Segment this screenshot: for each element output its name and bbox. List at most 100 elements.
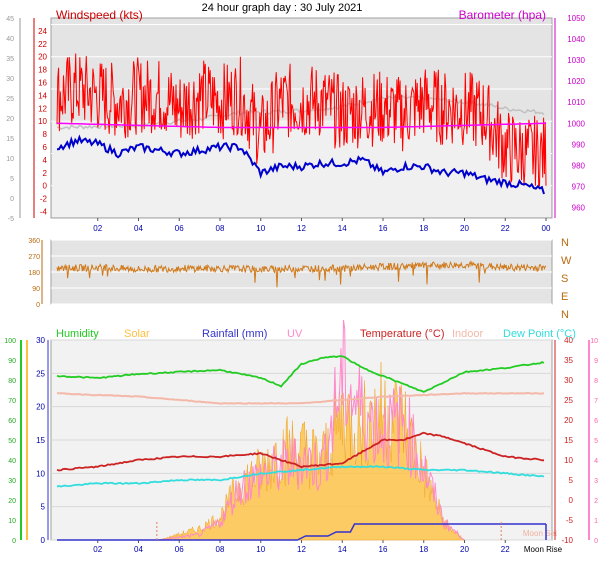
wind-x-tick-label: 00 [542, 224, 551, 233]
humidity-tick-label: 0 [12, 538, 16, 545]
temp-x-tick-label: 04 [134, 545, 143, 554]
temp-tick-label: -10 [561, 536, 573, 545]
compass-label: S [561, 273, 568, 285]
legend-rainfall: Rainfall (mm) [202, 328, 267, 340]
baro-tick-label: 960 [572, 203, 586, 212]
wind-tick-label: 2 [43, 169, 48, 178]
wind-x-tick-label: 16 [379, 224, 388, 233]
baro-tick-label: 1030 [567, 56, 585, 65]
temp-tick-label: 0 [569, 496, 574, 505]
temperature-line [56, 431, 544, 472]
wind-tick-label: 16 [38, 79, 47, 88]
wind-outer-tick-label: 45 [6, 16, 14, 23]
temp-x-tick-label: 22 [501, 545, 510, 554]
moon-set-label: Moon Set [523, 529, 558, 538]
temp-tick-label: 40 [564, 336, 573, 345]
legend-uv: UV [287, 328, 303, 340]
uv-tick-label: 6 [594, 418, 598, 425]
temp-tick-label: -5 [566, 516, 574, 525]
temp-x-tick-label: 16 [379, 545, 388, 554]
wind-outer-tick-label: 30 [6, 76, 14, 83]
rain-tick-label: 10 [36, 469, 45, 478]
humidity-tick-label: 90 [8, 358, 16, 365]
uv-tick-label: 7 [594, 398, 598, 405]
uv-line [158, 319, 465, 541]
wind-outer-tick-label: 20 [6, 116, 14, 123]
windspeed-label: Windspeed (kts) [56, 8, 143, 22]
uv-tick-label: 9 [594, 358, 598, 365]
wind-tick-label: 22 [38, 40, 47, 49]
rainfall-line [57, 523, 546, 541]
wind-x-tick-label: 08 [216, 224, 225, 233]
wind-outer-tick-label: 40 [6, 36, 14, 43]
rain-tick-label: 15 [36, 436, 45, 445]
temp-tick-label: 5 [569, 476, 574, 485]
compass-label: W [561, 255, 572, 267]
humidity-line [56, 355, 545, 393]
direction-tick-label: 270 [28, 254, 40, 261]
moon-rise-label: Moon Rise [524, 545, 563, 554]
direction-tick-label: 180 [28, 270, 40, 277]
temp-tick-label: 35 [564, 356, 573, 365]
wind-outer-tick-label: 5 [10, 176, 14, 183]
wind-outer-tick-label: 25 [6, 96, 14, 103]
direction-tick-label: 90 [32, 286, 40, 293]
wind-tick-label: 20 [38, 53, 47, 62]
baro-tick-label: 1010 [567, 98, 585, 107]
wind-outer-tick-label: 15 [6, 136, 14, 143]
uv-tick-label: 8 [594, 378, 598, 385]
humidity-tick-label: 80 [8, 378, 16, 385]
barometer-line [56, 122, 547, 129]
humidity-tick-label: 100 [4, 338, 16, 345]
temp-tick-label: 25 [564, 396, 573, 405]
wind-tick-label: 14 [38, 91, 47, 100]
baro-tick-label: 970 [572, 182, 586, 191]
uv-tick-label: 3 [594, 478, 598, 485]
uv-tick-label: 5 [594, 438, 598, 445]
temp-x-tick-label: 18 [419, 545, 428, 554]
wind-tick-label: 12 [38, 104, 47, 113]
temp-x-tick-label: 08 [216, 545, 225, 554]
direction-tick-label: 360 [28, 238, 40, 245]
humidity-tick-label: 60 [8, 418, 16, 425]
rain-tick-label: 25 [36, 369, 45, 378]
legend-solar: Solar [124, 328, 150, 340]
humidity-tick-label: 30 [8, 478, 16, 485]
wind-x-tick-label: 06 [175, 224, 184, 233]
wind-tick-label: 4 [43, 156, 48, 165]
rain-tick-label: 20 [36, 403, 45, 412]
wind-direction-line [56, 260, 547, 288]
temp-x-tick-label: 10 [256, 545, 265, 554]
baro-tick-label: 990 [572, 140, 586, 149]
temp-tick-label: 10 [564, 456, 573, 465]
temp-x-tick-label: 14 [338, 545, 347, 554]
humidity-tick-label: 70 [8, 398, 16, 405]
temp-x-tick-label: 06 [175, 545, 184, 554]
temp-x-tick-label: 20 [460, 545, 469, 554]
wind-tick-label: 6 [43, 143, 48, 152]
direction-tick-label: 0 [36, 302, 40, 309]
uv-tick-label: 1 [594, 518, 598, 525]
compass-label: N [561, 237, 569, 249]
rain-tick-label: 5 [41, 503, 46, 512]
baro-tick-label: 980 [572, 161, 586, 170]
indoor-line [56, 391, 545, 405]
legend-dew: Dew Point (°C) [503, 328, 576, 340]
temp-tick-label: 15 [564, 436, 573, 445]
rain-tick-label: 30 [36, 336, 45, 345]
dewpoint-line [56, 465, 545, 488]
wind-tick-label: 24 [38, 27, 47, 36]
temp-tick-label: 20 [564, 416, 573, 425]
wind-outer-tick-label: -5 [8, 216, 14, 223]
wind-tick-label: 18 [38, 66, 47, 75]
wind-x-tick-label: 18 [419, 224, 428, 233]
wind-outer-tick-label: 35 [6, 56, 14, 63]
wind-x-tick-label: 14 [338, 224, 347, 233]
wind-tick-label: -4 [40, 208, 48, 217]
humidity-tick-label: 20 [8, 498, 16, 505]
temp-x-tick-label: 02 [93, 545, 102, 554]
wind-outer-tick-label: 10 [6, 156, 14, 163]
wind-tick-label: 0 [43, 182, 48, 191]
wind-tick-label: -2 [40, 195, 48, 204]
